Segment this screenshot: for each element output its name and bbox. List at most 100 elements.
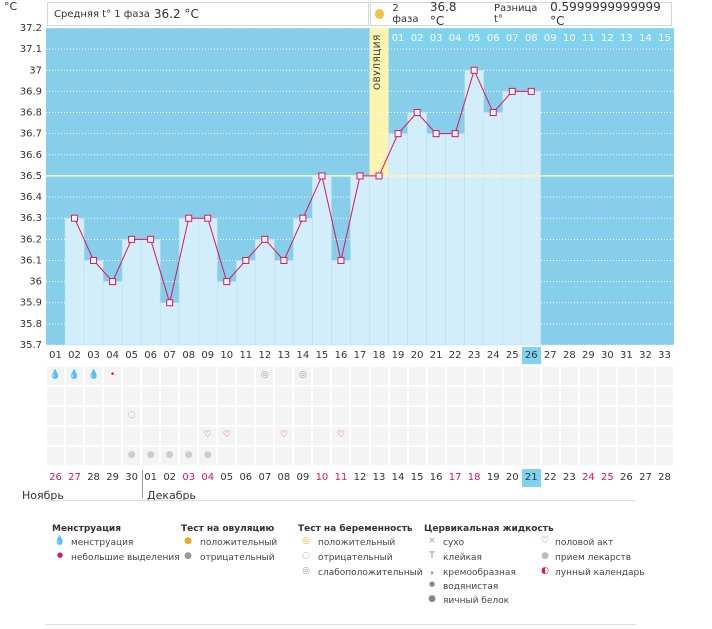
symptom-cell[interactable]	[65, 386, 85, 406]
symptom-cell[interactable]	[616, 446, 636, 466]
symptom-cell[interactable]	[388, 406, 408, 426]
calendar-date[interactable]: 12	[353, 472, 367, 483]
symptom-cell[interactable]	[654, 446, 674, 466]
symptom-cell[interactable]	[483, 426, 503, 446]
calendar-date[interactable]: 02	[163, 472, 177, 483]
symptom-cell[interactable]	[597, 446, 617, 466]
calendar-date[interactable]: 30	[125, 472, 138, 483]
symptom-cell[interactable]	[578, 406, 598, 426]
symptom-cell[interactable]	[407, 446, 427, 466]
symptom-cell[interactable]	[312, 406, 332, 426]
symptom-cell[interactable]	[84, 426, 104, 446]
symptom-cell[interactable]	[616, 366, 636, 386]
symptom-cell[interactable]	[255, 426, 275, 446]
symptom-cell[interactable]	[464, 426, 484, 446]
symptom-cell[interactable]	[274, 386, 294, 406]
symptom-cell[interactable]	[502, 406, 522, 426]
symptom-cell[interactable]: ●	[141, 446, 161, 466]
symptom-cell[interactable]	[502, 366, 522, 386]
calendar-date[interactable]: 20	[505, 472, 519, 483]
symptom-cell[interactable]	[635, 386, 655, 406]
symptom-cell[interactable]	[388, 426, 408, 446]
symptom-cell[interactable]	[198, 386, 218, 406]
symptom-cell[interactable]	[179, 426, 199, 446]
symptom-cell[interactable]	[293, 406, 313, 426]
symptom-cell[interactable]	[217, 366, 237, 386]
calendar-date[interactable]: 11	[334, 472, 348, 483]
symptom-cell[interactable]	[407, 366, 427, 386]
calendar-date[interactable]: 18	[467, 472, 481, 483]
symptom-cell[interactable]	[369, 406, 389, 426]
symptom-cell[interactable]	[407, 406, 427, 426]
symptom-cell[interactable]	[141, 366, 161, 386]
symptom-cell[interactable]: 💧	[65, 366, 85, 386]
calendar-date[interactable]: 03	[182, 472, 196, 483]
symptom-cell[interactable]	[445, 426, 465, 446]
symptom-cell[interactable]	[369, 386, 389, 406]
symptom-cell[interactable]	[46, 426, 66, 446]
symptom-cell[interactable]	[521, 386, 541, 406]
calendar-date[interactable]: 28	[658, 472, 671, 483]
symptom-cell[interactable]	[217, 386, 237, 406]
symptom-cell[interactable]	[331, 386, 351, 406]
symptom-cell[interactable]	[350, 406, 370, 426]
symptom-cell[interactable]	[445, 406, 465, 426]
symptom-cell[interactable]	[540, 426, 560, 446]
symptom-cell[interactable]: 💧	[46, 366, 66, 386]
symptom-cell[interactable]	[426, 446, 446, 466]
calendar-date[interactable]: 13	[372, 472, 386, 483]
symptom-cell[interactable]	[255, 446, 275, 466]
symptom-cell[interactable]	[331, 406, 351, 426]
symptom-cell[interactable]	[578, 366, 598, 386]
symptom-cell[interactable]	[122, 426, 142, 446]
symptom-cell[interactable]	[274, 446, 294, 466]
calendar-date[interactable]: 15	[410, 472, 424, 483]
symptom-cell[interactable]	[350, 366, 370, 386]
symptom-cell[interactable]	[160, 406, 180, 426]
calendar-date[interactable]: 04	[201, 472, 215, 483]
symptom-cell[interactable]	[84, 446, 104, 466]
symptom-cell[interactable]	[559, 386, 579, 406]
calendar-date[interactable]: 26	[620, 472, 633, 483]
symptom-cell[interactable]	[521, 406, 541, 426]
symptom-cell[interactable]	[635, 406, 655, 426]
symptom-cell[interactable]	[502, 446, 522, 466]
symptom-cell[interactable]	[160, 386, 180, 406]
symptom-cell[interactable]	[160, 366, 180, 386]
symptom-cell[interactable]	[654, 366, 674, 386]
symptom-cell[interactable]: ●	[198, 446, 218, 466]
calendar-date[interactable]: 28	[87, 472, 100, 483]
symptom-cell[interactable]	[369, 426, 389, 446]
symptom-cell[interactable]: 💧	[84, 366, 104, 386]
symptom-cell[interactable]	[654, 386, 674, 406]
calendar-date[interactable]: 22	[543, 472, 557, 483]
symptom-cell[interactable]	[331, 366, 351, 386]
symptom-cell[interactable]	[103, 446, 123, 466]
symptom-cell[interactable]	[179, 406, 199, 426]
symptom-cell[interactable]	[312, 426, 332, 446]
symptom-cell[interactable]	[559, 366, 579, 386]
symptom-cell[interactable]: ♡	[274, 426, 294, 446]
symptom-cell[interactable]	[445, 446, 465, 466]
calendar-date[interactable]: 01	[144, 472, 158, 483]
symptom-cell[interactable]	[217, 446, 237, 466]
symptom-cell[interactable]	[198, 406, 218, 426]
symptom-cell[interactable]	[46, 446, 66, 466]
symptom-cell[interactable]	[369, 446, 389, 466]
symptom-cell[interactable]	[103, 406, 123, 426]
symptom-cell[interactable]: ●	[160, 446, 180, 466]
symptom-cell[interactable]: ●	[122, 446, 142, 466]
symptom-cell[interactable]	[103, 426, 123, 446]
calendar-date[interactable]: 21	[521, 469, 541, 487]
symptom-cell[interactable]	[312, 446, 332, 466]
symptom-cell[interactable]	[84, 386, 104, 406]
calendar-date[interactable]: 07	[258, 472, 272, 483]
symptom-cell[interactable]	[407, 386, 427, 406]
symptom-cell[interactable]	[350, 446, 370, 466]
symptom-cell[interactable]: ♡	[198, 426, 218, 446]
symptom-cell[interactable]	[578, 386, 598, 406]
symptom-cell[interactable]	[578, 446, 598, 466]
symptom-cell[interactable]	[160, 426, 180, 446]
symptom-cell[interactable]	[141, 386, 161, 406]
calendar-date[interactable]: 23	[562, 472, 576, 483]
